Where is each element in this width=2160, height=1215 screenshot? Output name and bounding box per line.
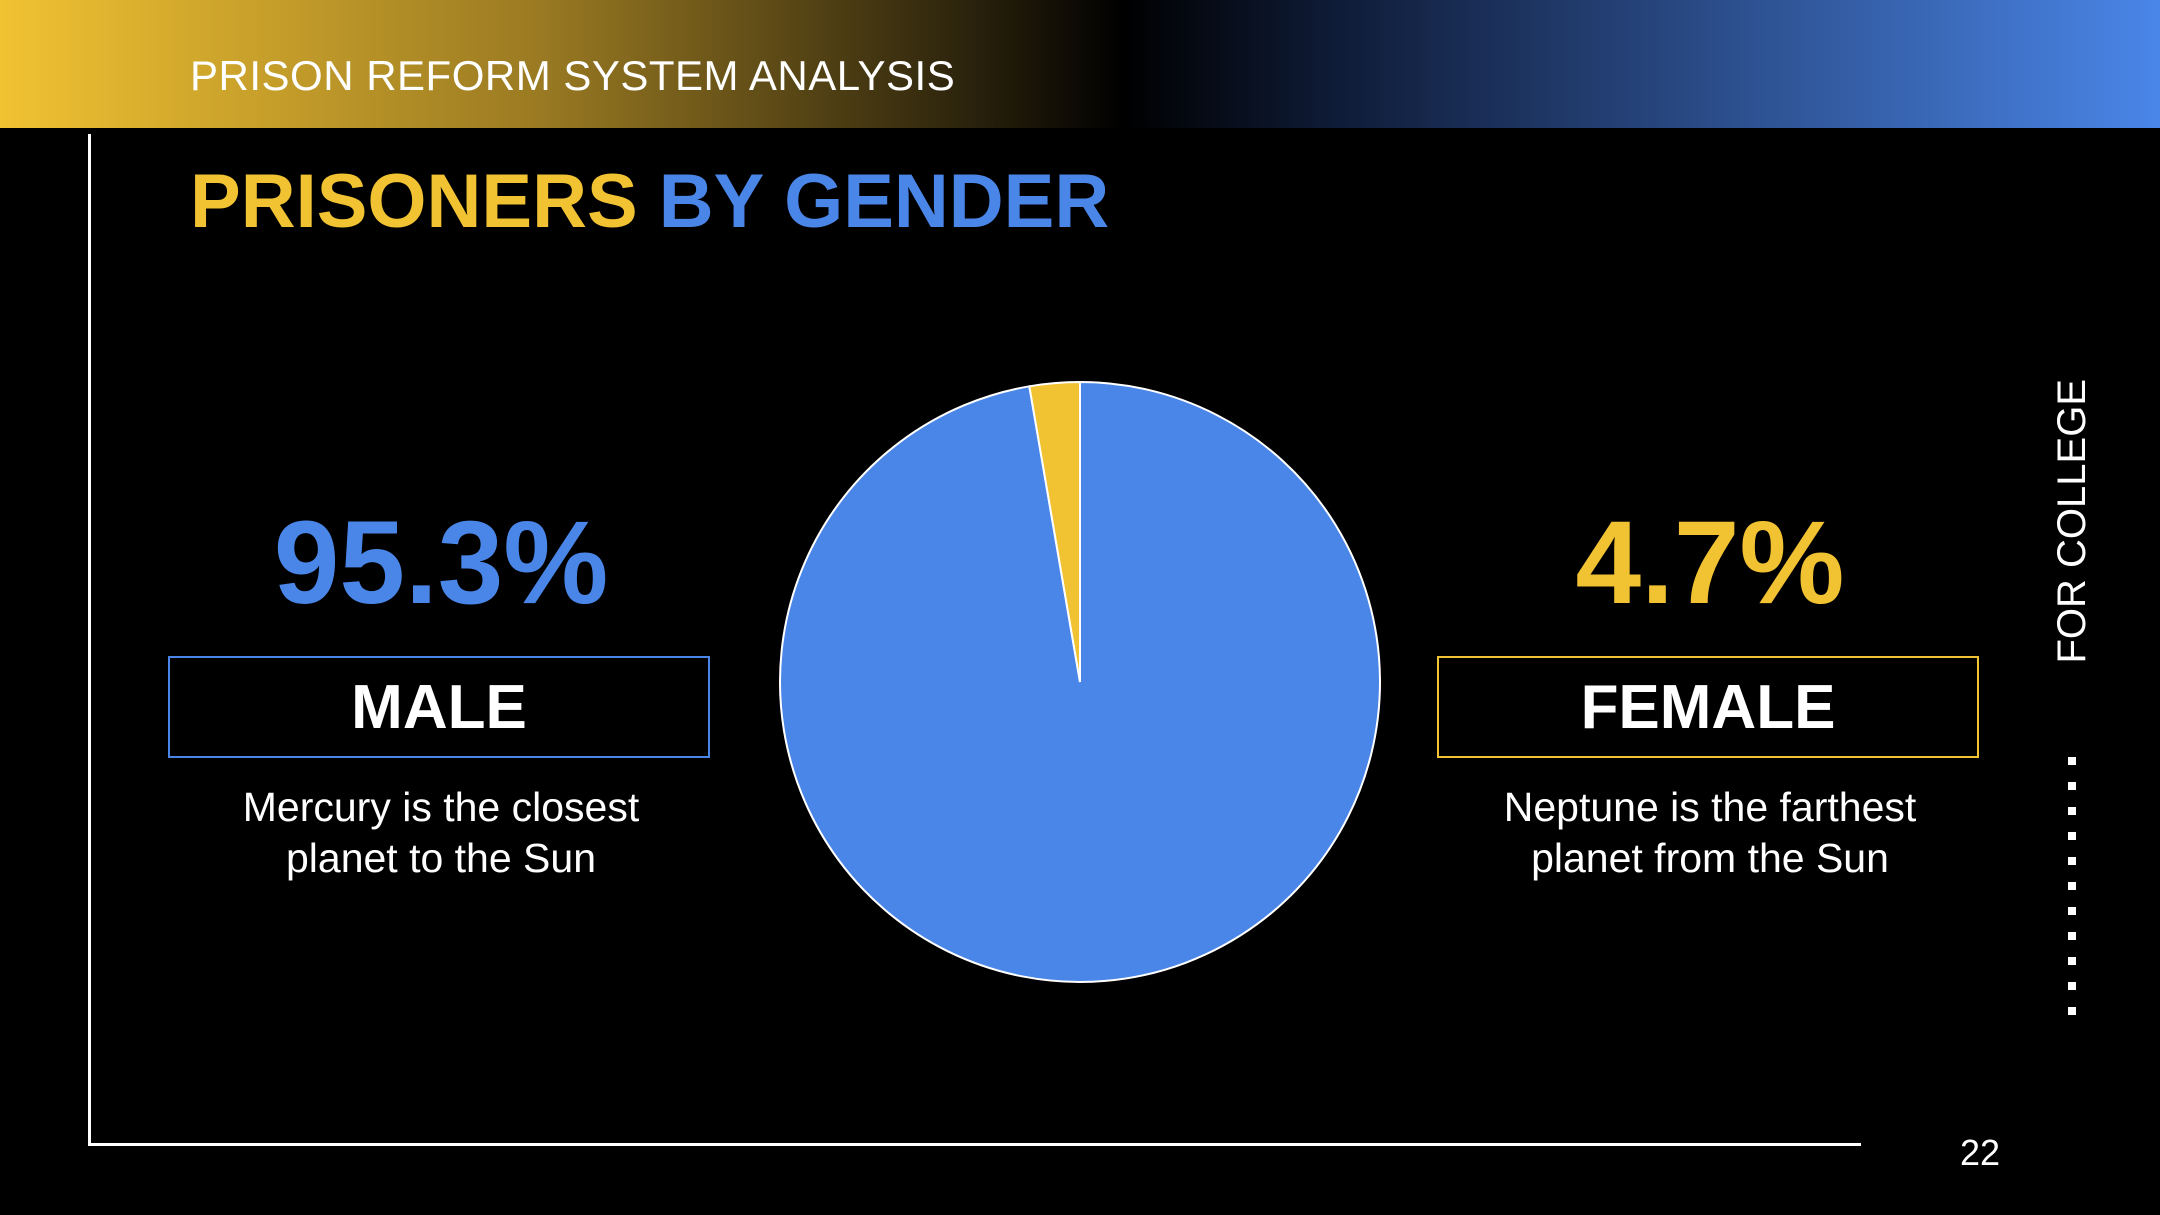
- male-description-line2: planet to the Sun: [285, 835, 597, 881]
- decoration-dot: [2068, 1007, 2076, 1015]
- pie-slice-female: [1028, 380, 1081, 683]
- decoration-dot: [2068, 782, 2076, 790]
- male-label: MALE: [351, 672, 527, 742]
- female-description-line2: planet from the Sun: [1531, 835, 1889, 881]
- female-label: FEMALE: [1580, 672, 1836, 742]
- decoration-dot: [2068, 882, 2076, 890]
- decoration-dot: [2068, 757, 2076, 765]
- decoration-dot: [2068, 832, 2076, 840]
- female-percentage: 4.7%: [1575, 497, 1845, 629]
- dotted-line-decoration: [2068, 757, 2076, 1032]
- frame-bottom-line: [88, 1143, 1861, 1146]
- vertical-side-label-text: FOR COLLEGE: [2050, 379, 2094, 664]
- banner-title: PRISON REFORM SYSTEM ANALYSIS: [190, 52, 956, 99]
- male-percentage: 95.3%: [273, 497, 609, 629]
- male-label-box: MALE: [168, 656, 710, 758]
- male-description-line1: Mercury is the closest: [242, 784, 640, 830]
- decoration-dot: [2068, 857, 2076, 865]
- gender-pie-chart: [779, 380, 1381, 983]
- male-description: Mercury is the closest planet to the Sun: [168, 782, 714, 884]
- top-banner: [0, 0, 2160, 128]
- page-title-part1: PRISONERS: [190, 159, 638, 244]
- page-title-part2: BY GENDER: [658, 159, 1110, 244]
- decoration-dot: [2068, 957, 2076, 965]
- decoration-dot: [2068, 982, 2076, 990]
- decoration-dot: [2068, 932, 2076, 940]
- frame-left-line: [88, 134, 91, 1146]
- page-number: 22: [1959, 1132, 2000, 1173]
- decoration-dot: [2068, 807, 2076, 815]
- female-label-box: FEMALE: [1437, 656, 1979, 758]
- female-description: Neptune is the farthest planet from the …: [1437, 782, 1983, 884]
- page-title: PRISONERS BY GENDER: [190, 158, 1109, 245]
- decoration-dot: [2068, 907, 2076, 915]
- female-description-line1: Neptune is the farthest: [1503, 784, 1917, 830]
